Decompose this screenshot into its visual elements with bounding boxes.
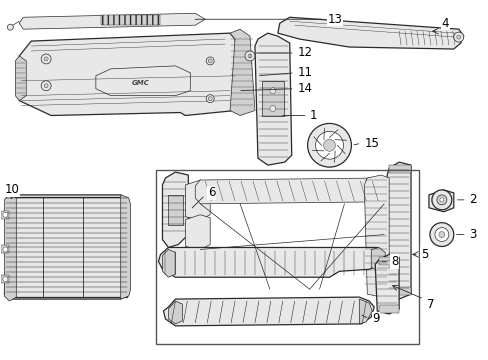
Polygon shape — [168, 301, 182, 324]
Circle shape — [323, 139, 335, 151]
Text: 8: 8 — [390, 255, 398, 268]
Bar — [101, 15, 160, 25]
Circle shape — [429, 223, 453, 247]
Bar — [388, 287, 410, 295]
Circle shape — [269, 88, 275, 94]
Polygon shape — [4, 195, 128, 299]
Circle shape — [247, 54, 251, 58]
Circle shape — [3, 277, 8, 282]
Polygon shape — [277, 17, 463, 49]
Polygon shape — [16, 33, 240, 116]
Circle shape — [41, 81, 51, 91]
Circle shape — [453, 32, 463, 42]
Circle shape — [7, 24, 13, 30]
Circle shape — [436, 195, 446, 205]
Bar — [1, 246, 9, 253]
Circle shape — [438, 231, 444, 238]
Bar — [1, 275, 9, 283]
Polygon shape — [230, 29, 254, 116]
Text: 10: 10 — [4, 184, 19, 197]
Polygon shape — [364, 175, 388, 297]
Text: 15: 15 — [364, 137, 378, 150]
Text: 1: 1 — [309, 109, 317, 122]
Circle shape — [3, 247, 8, 252]
Polygon shape — [195, 178, 384, 204]
Circle shape — [269, 105, 275, 112]
Polygon shape — [121, 195, 130, 299]
Circle shape — [206, 95, 214, 103]
Polygon shape — [185, 215, 210, 249]
Circle shape — [206, 57, 214, 65]
Text: 7: 7 — [426, 297, 433, 311]
Circle shape — [44, 57, 48, 61]
Bar — [262, 81, 283, 116]
Text: 5: 5 — [420, 248, 427, 261]
Circle shape — [208, 59, 212, 63]
Circle shape — [307, 123, 351, 167]
Polygon shape — [15, 56, 26, 100]
Polygon shape — [19, 13, 205, 29]
Bar — [1, 211, 9, 219]
Circle shape — [44, 84, 48, 88]
Text: 6: 6 — [208, 186, 215, 199]
Circle shape — [244, 51, 254, 61]
Circle shape — [208, 96, 212, 100]
Polygon shape — [374, 255, 398, 314]
Bar — [6, 197, 126, 297]
Text: 2: 2 — [468, 193, 475, 206]
Circle shape — [456, 35, 460, 39]
Text: 4: 4 — [441, 17, 448, 30]
Polygon shape — [162, 172, 188, 247]
Circle shape — [3, 212, 8, 217]
Polygon shape — [386, 162, 410, 299]
Text: 9: 9 — [371, 312, 379, 325]
Bar — [379, 257, 398, 265]
Polygon shape — [370, 247, 385, 271]
Polygon shape — [96, 66, 190, 96]
Polygon shape — [163, 297, 373, 326]
Bar — [168, 195, 183, 225]
Text: GMC: GMC — [131, 80, 149, 86]
Polygon shape — [185, 180, 210, 220]
Bar — [379, 305, 398, 313]
Circle shape — [431, 190, 451, 210]
Text: 14: 14 — [297, 82, 312, 95]
Text: 12: 12 — [297, 46, 312, 59]
Polygon shape — [162, 249, 175, 277]
Bar — [388, 165, 410, 173]
Bar — [155, 170, 418, 344]
Polygon shape — [359, 299, 371, 324]
Circle shape — [439, 198, 443, 202]
Circle shape — [41, 54, 51, 64]
Text: 13: 13 — [327, 13, 342, 26]
Circle shape — [434, 228, 448, 242]
Polygon shape — [4, 195, 16, 301]
Polygon shape — [428, 190, 453, 212]
Polygon shape — [158, 247, 384, 277]
Text: 3: 3 — [468, 228, 475, 241]
Circle shape — [315, 131, 343, 159]
Polygon shape — [254, 33, 291, 165]
Text: 11: 11 — [297, 66, 312, 79]
